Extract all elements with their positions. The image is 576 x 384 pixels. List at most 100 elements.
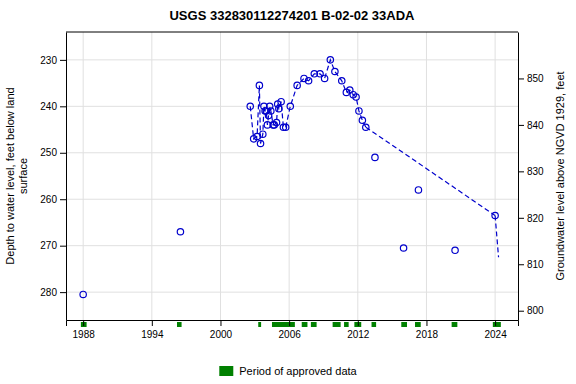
tick-mark [495, 320, 496, 326]
point-marker [305, 78, 311, 84]
point-marker [339, 78, 345, 84]
tick-label: 2018 [416, 329, 439, 340]
grid-line-x [83, 32, 84, 320]
tick: 830 [518, 166, 544, 177]
tick-label: 800 [527, 305, 544, 316]
approved-bar [333, 322, 341, 327]
tick-mark [426, 320, 427, 326]
tick-mark [60, 292, 66, 293]
tick: 1988 [73, 320, 96, 340]
legend: Period of approved data [219, 365, 357, 377]
legend-label: Period of approved data [239, 365, 357, 377]
tick: 2000 [210, 320, 233, 340]
point-marker [332, 68, 338, 74]
point-marker [278, 98, 284, 104]
approved-bar [177, 322, 182, 327]
tick-mark [60, 60, 66, 61]
point-marker [268, 108, 274, 114]
tick-label: 270 [40, 240, 57, 251]
point-marker [452, 247, 458, 253]
series-line [495, 215, 498, 257]
point-marker [327, 57, 333, 63]
y-axis-title: Depth to water level, feet below landsur… [4, 87, 29, 264]
frame-top [66, 32, 518, 33]
tick-mark [518, 171, 524, 172]
tick-label: 810 [527, 259, 544, 270]
series-line [366, 127, 495, 215]
grid-line-x [426, 32, 427, 320]
grid-line-y [66, 199, 518, 200]
tick: 2018 [416, 320, 439, 340]
tick-mark [60, 246, 66, 247]
approved-bars [81, 322, 501, 327]
point-marker [256, 82, 262, 88]
point-marker [257, 140, 263, 146]
tick-label: 280 [40, 287, 57, 298]
tick: 850 [518, 73, 544, 84]
point-marker [294, 82, 300, 88]
approved-bar [302, 322, 308, 327]
grid-line-y [66, 59, 518, 60]
axis-line [518, 33, 519, 321]
grid-line-y [66, 152, 518, 153]
grid-line-x [357, 32, 358, 320]
marks [80, 57, 499, 298]
point-marker [415, 187, 421, 193]
tick: 2012 [347, 320, 370, 340]
x-axis: 1988 1994 2000 2006 2012 2018 2024 [67, 320, 519, 340]
point-marker [283, 124, 289, 130]
grid [66, 32, 518, 320]
tick-mark [60, 106, 66, 107]
axis-line [66, 33, 67, 321]
tick: 260 [40, 194, 66, 205]
tick-label: 1994 [141, 329, 164, 340]
point-marker [247, 103, 253, 109]
tick: 280 [40, 287, 66, 298]
tick: 2024 [484, 320, 507, 340]
y-axis: 230240250260270280 [40, 33, 66, 321]
tick-mark [518, 264, 524, 265]
tick-mark [358, 320, 359, 326]
point-marker [400, 245, 406, 251]
grid-line-x [495, 32, 496, 320]
tick-label: 840 [527, 120, 544, 131]
tick: 2006 [279, 320, 302, 340]
tick-mark [518, 125, 524, 126]
axis-line [67, 321, 519, 327]
tick-mark [60, 153, 66, 154]
tick-mark [518, 78, 524, 79]
tick-mark [518, 218, 524, 219]
grid-line-y [66, 245, 518, 246]
approved-bar [344, 322, 349, 327]
legend-swatch [219, 366, 233, 376]
chart: 1988199420002006201220182024230240250260… [0, 0, 576, 384]
tick-label: 260 [40, 194, 57, 205]
tick-label: 820 [527, 213, 544, 224]
tick-label: 250 [40, 147, 57, 158]
approved-bar [372, 322, 377, 327]
grid-line-y [66, 106, 518, 107]
tick-label: 240 [40, 101, 57, 112]
tick-label: 2000 [210, 329, 233, 340]
grid-line-x [289, 32, 290, 320]
point-marker [80, 291, 86, 297]
point-marker [356, 108, 362, 114]
point-marker [321, 75, 327, 81]
tick-label: 830 [527, 166, 544, 177]
series-markers [247, 57, 369, 147]
point-marker [372, 154, 378, 160]
tick-label: 2006 [279, 329, 302, 340]
tick-label: 2024 [484, 329, 507, 340]
tick-mark [152, 320, 153, 326]
tick-label: 1988 [73, 329, 96, 340]
tick: 840 [518, 120, 544, 131]
tick-label: 850 [527, 73, 544, 84]
tick: 240 [40, 101, 66, 112]
tick-mark [83, 320, 84, 326]
approved-bar [401, 322, 407, 327]
point-marker [177, 229, 183, 235]
series-markers [80, 154, 498, 297]
approved-bar [415, 322, 421, 327]
y2-axis-title: Groundwater level above NGVD 1929, feet [554, 71, 566, 280]
tick: 1994 [141, 320, 164, 340]
